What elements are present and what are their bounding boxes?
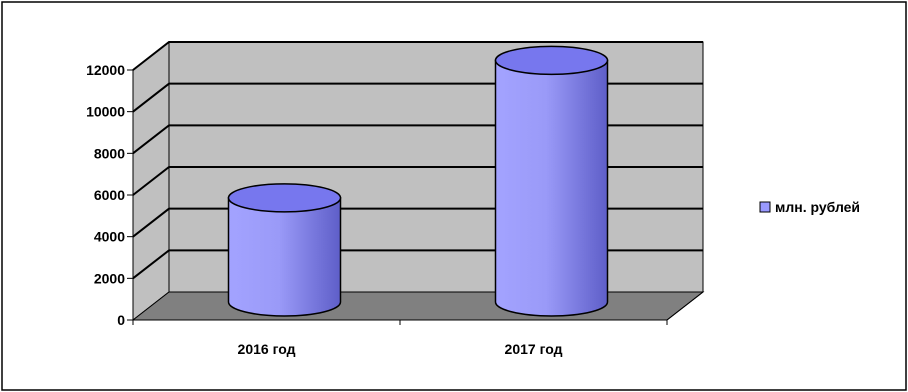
legend: млн. рублей (759, 199, 860, 215)
x-category-label: 2017 год (505, 341, 563, 357)
legend-label: млн. рублей (775, 199, 860, 215)
y-tick-label: 0 (117, 312, 125, 328)
y-tick-label: 4000 (94, 229, 125, 245)
bar-cylinder-body (494, 59, 609, 317)
bar-cylinder-body (227, 197, 342, 317)
y-tick-label: 12000 (86, 62, 125, 78)
x-category-label: 2016 год (238, 341, 296, 357)
y-tick-label: 6000 (94, 187, 125, 203)
y-tick-label: 10000 (86, 104, 125, 120)
bar-cylinder-top (227, 183, 342, 213)
floor (131, 291, 705, 321)
bar-cylinder-top (494, 45, 609, 76)
gridline (132, 41, 703, 71)
legend-swatch (759, 201, 771, 213)
y-tick-label: 8000 (94, 145, 125, 161)
floor-edge (666, 291, 704, 321)
y-tick-label: 2000 (94, 270, 125, 286)
